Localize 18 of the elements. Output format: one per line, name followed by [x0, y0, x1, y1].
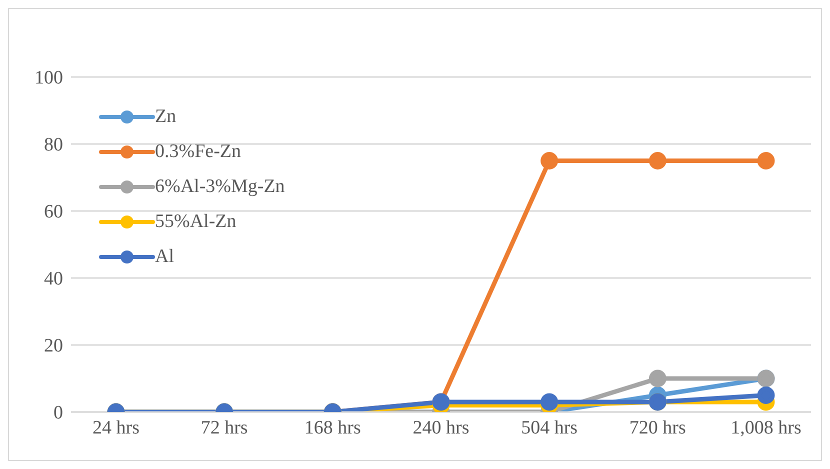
y-tick-label: 100: [34, 68, 63, 89]
legend-label: 0.3%Fe-Zn: [155, 140, 242, 162]
y-tick-label: 80: [44, 134, 63, 156]
x-tick-label: 72 hrs: [200, 417, 248, 438]
y-tick-label: 40: [44, 268, 63, 290]
legend-label: Zn: [155, 106, 176, 128]
y-tick-label: 20: [44, 336, 63, 357]
legend-label: 55%Al-Zn: [155, 210, 236, 232]
x-tick-label: 24 hrs: [92, 417, 140, 438]
legend-label: Al: [155, 246, 174, 268]
x-tick-label: 1,008 hrs: [730, 417, 802, 438]
x-tick-label: 168 hrs: [304, 417, 361, 438]
y-tick-label: 60: [44, 202, 63, 223]
x-tick-label: 240 hrs: [412, 417, 470, 438]
x-tick-label: 504 hrs: [521, 417, 578, 438]
x-tick-label: 720 hrs: [629, 417, 686, 438]
legend-label: 6%Al-3%Mg-Zn: [155, 176, 285, 198]
y-tick-label: 0: [54, 402, 63, 424]
